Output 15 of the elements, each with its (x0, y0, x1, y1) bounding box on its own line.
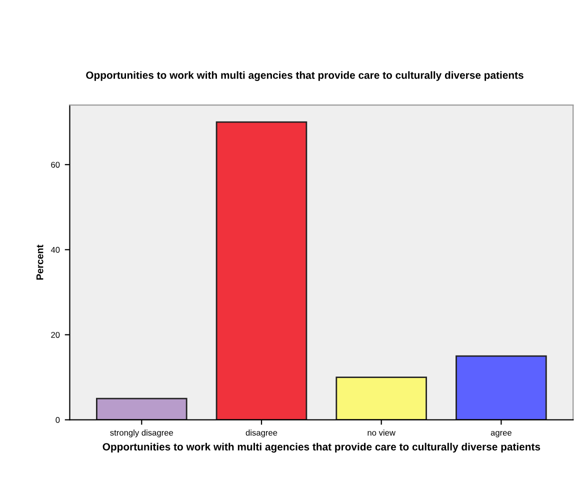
bar (456, 355, 547, 420)
y-tick-label: 60 (51, 162, 60, 168)
y-axis-title: Percent (36, 244, 44, 280)
x-axis-title: Opportunities to work with multi agencies that provide care to culturally diverse patients (102, 442, 540, 453)
x-tick-label: agree (490, 431, 512, 438)
y-tick-label: 20 (51, 332, 60, 338)
chart-title: Opportunities to work with multi agencies that provide care to culturally diverse patients (86, 71, 524, 81)
x-tick-label: disagree (246, 430, 278, 438)
bar (96, 398, 188, 420)
y-tick-label: 40 (50, 246, 60, 253)
x-tick-label: no view (368, 430, 396, 436)
bar (336, 376, 427, 420)
bar (216, 121, 308, 420)
x-tick-label: strongly disagree (110, 430, 174, 438)
y-tick-label: 0 (56, 417, 60, 423)
